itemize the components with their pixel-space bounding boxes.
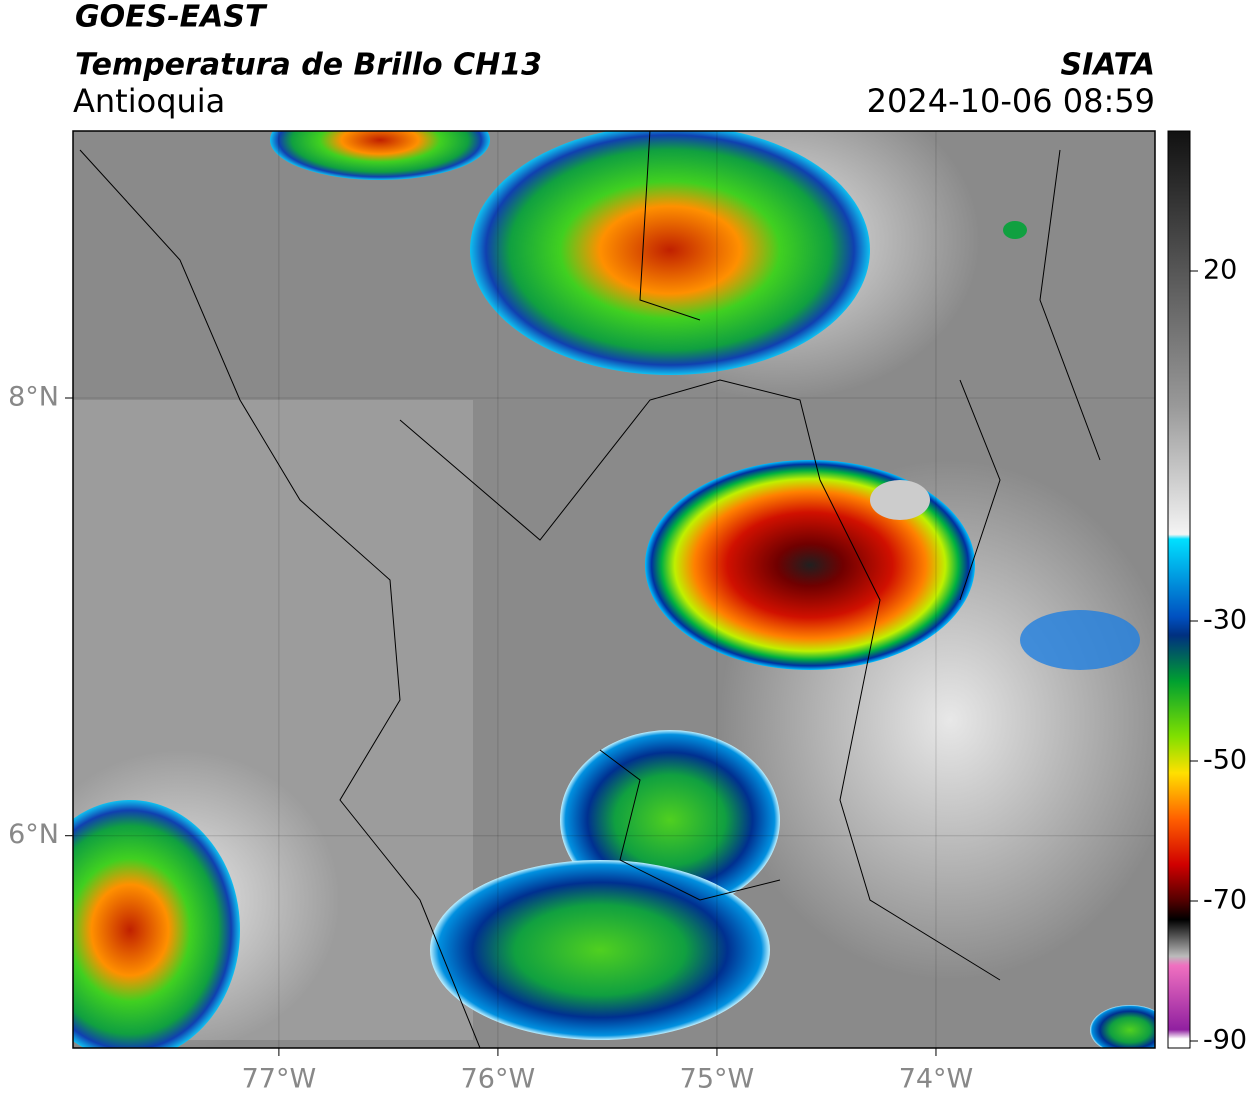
colorbar-tick-label: -50: [1203, 745, 1247, 776]
colorbar: [1167, 130, 1191, 1049]
y-tick-label: 8°N: [8, 382, 59, 413]
datetime: 2024-10-06 08:59: [867, 82, 1155, 120]
x-tick-label: 76°W: [461, 1064, 536, 1095]
region: Antioquia: [73, 82, 225, 120]
x-tick-label: 75°W: [680, 1064, 755, 1095]
x-tick-label: 77°W: [242, 1064, 317, 1095]
y-tick-label: 6°N: [8, 819, 59, 850]
colorbar-tick-label: -30: [1203, 605, 1247, 636]
source: SIATA: [1061, 48, 1155, 83]
colorbar-tick-label: -70: [1203, 885, 1247, 916]
satellite: GOES-EAST: [75, 0, 268, 35]
product: Temperatura de Brillo CH13: [75, 48, 542, 83]
x-tick-label: 74°W: [899, 1064, 974, 1095]
colorbar-tick-label: 20: [1203, 255, 1237, 286]
map-image: [73, 131, 1155, 1048]
map-frame: [72, 130, 1156, 1049]
colorbar-tick-label: -90: [1203, 1025, 1247, 1056]
